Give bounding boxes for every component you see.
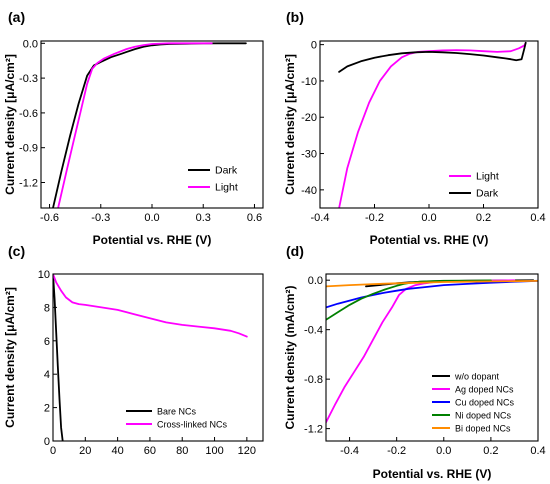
y-tick-label: -20	[301, 112, 317, 124]
x-tick-label: -0.2	[387, 445, 406, 457]
y-tick-label: -10	[301, 76, 317, 88]
legend-entry: Bare NCs	[157, 407, 197, 417]
legend-entry: Dark	[476, 188, 499, 200]
series-line-ni-doped-ncs	[326, 279, 492, 321]
x-axis-label: Potential vs. RHE (V)	[93, 233, 212, 247]
y-tick-label: 2	[44, 403, 50, 415]
legend-entry: Dark	[215, 165, 238, 177]
panel-label: (a)	[8, 9, 25, 25]
plot-frame	[319, 40, 539, 209]
series-line-dark	[338, 41, 527, 73]
y-tick-label: 4	[44, 369, 50, 381]
panel-label: (b)	[286, 9, 304, 25]
panel-label: (d)	[286, 243, 304, 259]
y-axis-label: Current density [μA/cm²]	[283, 54, 297, 195]
x-tick-label: 0.0	[436, 445, 451, 457]
x-tick-label: 20	[79, 445, 91, 457]
legend: w/o dopant Ag doped NCs Cu doped NCs Ni dop…	[432, 372, 515, 434]
x-tick-label: 0.4	[530, 445, 545, 457]
y-tick-label: -1.2	[19, 177, 38, 189]
x-tick-label: 40	[111, 445, 123, 457]
x-axis-label: Potential vs. RHE (V)	[370, 233, 489, 247]
y-axis-label: Current density (mA/cm²)	[283, 285, 297, 429]
y-tick-label: 0.0	[23, 38, 38, 50]
series-line-bi-doped-ncs	[326, 280, 538, 288]
chart-panel-3: 0 20 40 60 80 100 120 0 2 4 6 8 10 (c) Current density…	[3, 243, 264, 457]
legend: Light Dark	[449, 171, 499, 200]
x-tick-label: 80	[176, 445, 188, 457]
x-tick-label: -0.6	[40, 212, 59, 224]
y-tick-label: 8	[44, 302, 50, 314]
legend-entry: w/o dopant	[454, 372, 500, 382]
chart-panel-2: -0.4 -0.2 0.0 0.2 0.4 0 -10 -20 -30 -40 (b) Potenti…	[283, 9, 546, 247]
series-line-bare-ncs	[53, 274, 64, 441]
plot-frame	[52, 273, 264, 442]
legend-entry: Light	[476, 171, 499, 183]
y-tick-label: 6	[44, 336, 50, 348]
legend-entry: Cu doped NCs	[455, 398, 515, 408]
series-line-cross-linked-ncs	[53, 274, 248, 338]
x-tick-label: -0.4	[340, 445, 359, 457]
legend-entry: Bi doped NCs	[455, 424, 511, 434]
legend: Dark Light	[188, 165, 238, 194]
x-tick-label: 0.2	[483, 445, 498, 457]
legend-entry: Cross-linked NCs	[157, 420, 228, 430]
x-tick-label: 0.3	[196, 212, 211, 224]
series-line-light	[57, 42, 213, 208]
y-tick-label: -0.9	[19, 143, 38, 155]
chart-panel-4: -0.4 -0.2 0.0 0.2 0.4 0.0 -0.4 -0.8 -1.2 (d) Poten…	[283, 243, 546, 481]
series-line-light	[338, 41, 527, 208]
x-tick-label: 100	[205, 445, 223, 457]
y-tick-label: 0.0	[308, 275, 323, 287]
x-tick-label: 0.6	[247, 212, 262, 224]
x-tick-label: -0.3	[91, 212, 110, 224]
y-tick-label: -0.8	[304, 374, 323, 386]
y-tick-label: 0	[44, 436, 50, 448]
series-line-cu-doped-ncs	[326, 279, 538, 309]
legend: Bare NCs Cross-linked NCs	[126, 407, 228, 430]
y-tick-label: -40	[301, 185, 317, 197]
legend-entry: Ag doped NCs	[455, 385, 514, 395]
x-tick-label: 60	[144, 445, 156, 457]
y-tick-label: -1.2	[304, 424, 323, 436]
y-axis-label: Current density [μA/cm²]	[3, 54, 17, 195]
y-tick-label: -0.3	[19, 73, 38, 85]
x-tick-label: -0.2	[365, 212, 384, 224]
x-tick-label: 120	[238, 445, 256, 457]
plot-frame	[325, 273, 539, 442]
x-tick-label: -0.4	[311, 212, 330, 224]
x-tick-label: 0.4	[530, 212, 545, 224]
x-axis-label: Potential vs. RHE (V)	[373, 467, 492, 481]
y-tick-label: -30	[301, 149, 317, 161]
y-tick-label: 10	[38, 269, 50, 281]
legend-entry: Ni doped NCs	[455, 411, 512, 421]
y-tick-label: -0.6	[19, 108, 38, 120]
chart-panel-1: -0.6 -0.3 0.0 0.3 0.6 0.0 -0.3 -0.6 -0.9 -1.2 (a) P…	[3, 9, 264, 247]
y-tick-label: -0.4	[304, 325, 323, 337]
panel-label: (c)	[8, 243, 25, 259]
legend-entry: Light	[215, 182, 238, 194]
x-tick-label: 0.0	[421, 212, 436, 224]
x-tick-label: 0.2	[476, 212, 491, 224]
x-tick-label: 0.0	[144, 212, 159, 224]
y-axis-label: Current density [μA/cm²]	[3, 287, 17, 428]
y-tick-label: 0	[311, 40, 317, 52]
x-tick-label: 0	[50, 445, 56, 457]
